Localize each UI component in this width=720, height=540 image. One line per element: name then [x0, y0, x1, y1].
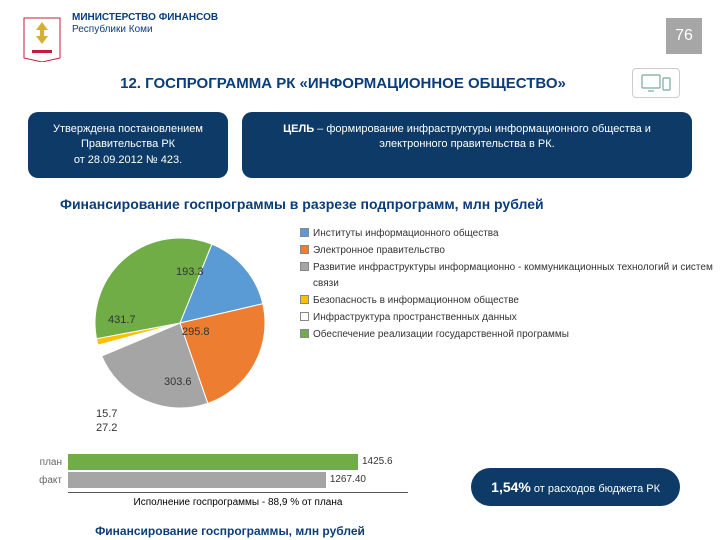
bar-value: 1425.6 — [358, 454, 393, 470]
org-name: МИНИСТЕРСТВО ФИНАНСОВ — [72, 12, 218, 24]
legend-text: Обеспечение реализации государственной п… — [313, 327, 569, 343]
pie-slice-label: 303.6 — [164, 376, 192, 388]
legend-item: Безопасность в информационном обществе — [300, 293, 720, 309]
bar-row: план 1425.6 — [28, 454, 428, 470]
emblem-icon — [20, 12, 64, 62]
approval-pill: Утверждена постановлением Правительства … — [28, 112, 228, 178]
legend-swatch — [300, 262, 309, 271]
goal-pill: ЦЕЛЬ – формирование инфраструктуры инфор… — [242, 112, 692, 178]
legend-text: Развитие инфраструктуры информационно - … — [313, 260, 720, 292]
pie-slice-label: 295.8 — [182, 326, 210, 338]
legend-swatch — [300, 245, 309, 254]
pie-chart: 193.3 295.8 303.6 27.2 15.7 431.7 — [40, 218, 300, 438]
pie-slice-label: 27.2 — [96, 422, 117, 434]
legend-text: Электронное правительство — [313, 243, 445, 259]
goal-text: – формирование инфраструктуры информацио… — [314, 123, 651, 150]
pie-slice-label: 193.3 — [176, 266, 204, 278]
legend-text: Безопасность в информационном обществе — [313, 293, 519, 309]
page-number: 76 — [666, 18, 702, 54]
bar — [68, 454, 358, 470]
legend-swatch — [300, 312, 309, 321]
legend-swatch — [300, 228, 309, 237]
bar-label: факт — [28, 475, 68, 486]
legend-item: Обеспечение реализации государственной п… — [300, 327, 720, 343]
bar — [68, 472, 326, 488]
pie-legend: Институты информационного обществаЭлектр… — [300, 218, 720, 438]
legend-swatch — [300, 329, 309, 338]
budget-pill: 1,54% от расходов бюджета РК — [471, 468, 680, 506]
bar-title: Финансирование госпрограммы, млн рублей — [90, 524, 370, 538]
bar-chart: план 1425.6 факт 1267.40 Исполнение госпрог… — [28, 454, 428, 514]
page-title: 12. ГОСПРОГРАММА РК «ИНФОРМАЦИОННОЕ ОБЩЕ… — [60, 75, 626, 92]
org-sub: Республики Коми — [72, 24, 153, 35]
pie-area: 193.3 295.8 303.6 27.2 15.7 431.7 Институты и… — [0, 218, 720, 438]
bar-label: план — [28, 457, 68, 468]
devices-icon — [632, 68, 680, 98]
bar-value: 1267.40 — [326, 472, 366, 488]
legend-item: Электронное правительство — [300, 243, 720, 259]
legend-item: Институты информационного общества — [300, 226, 720, 242]
pie-slice-label: 15.7 — [96, 408, 117, 420]
pie-slice-label: 431.7 — [108, 314, 136, 326]
bar-row: факт 1267.40 — [28, 472, 428, 488]
legend-item: Инфраструктура пространственных данных — [300, 310, 720, 326]
budget-pct: 1,54% — [491, 479, 531, 495]
execution-text: Исполнение госпрограммы - 88,9 % от план… — [88, 497, 388, 508]
header: МИНИСТЕРСТВО ФИНАНСОВ Республики Коми — [0, 0, 720, 62]
bar-divider — [68, 492, 408, 493]
legend-swatch — [300, 295, 309, 304]
legend-text: Институты информационного общества — [313, 226, 499, 242]
org-block: МИНИСТЕРСТВО ФИНАНСОВ Республики Коми — [72, 12, 218, 36]
legend-item: Развитие инфраструктуры информационно - … — [300, 260, 720, 292]
legend-text: Инфраструктура пространственных данных — [313, 310, 517, 326]
pill-row: Утверждена постановлением Правительства … — [28, 112, 692, 178]
pie-subtitle: Финансирование госпрограммы в разрезе по… — [60, 196, 720, 212]
goal-label: ЦЕЛЬ — [283, 123, 314, 135]
title-row: 12. ГОСПРОГРАММА РК «ИНФОРМАЦИОННОЕ ОБЩЕ… — [60, 68, 680, 98]
budget-rest: от расходов бюджета РК — [531, 483, 660, 495]
